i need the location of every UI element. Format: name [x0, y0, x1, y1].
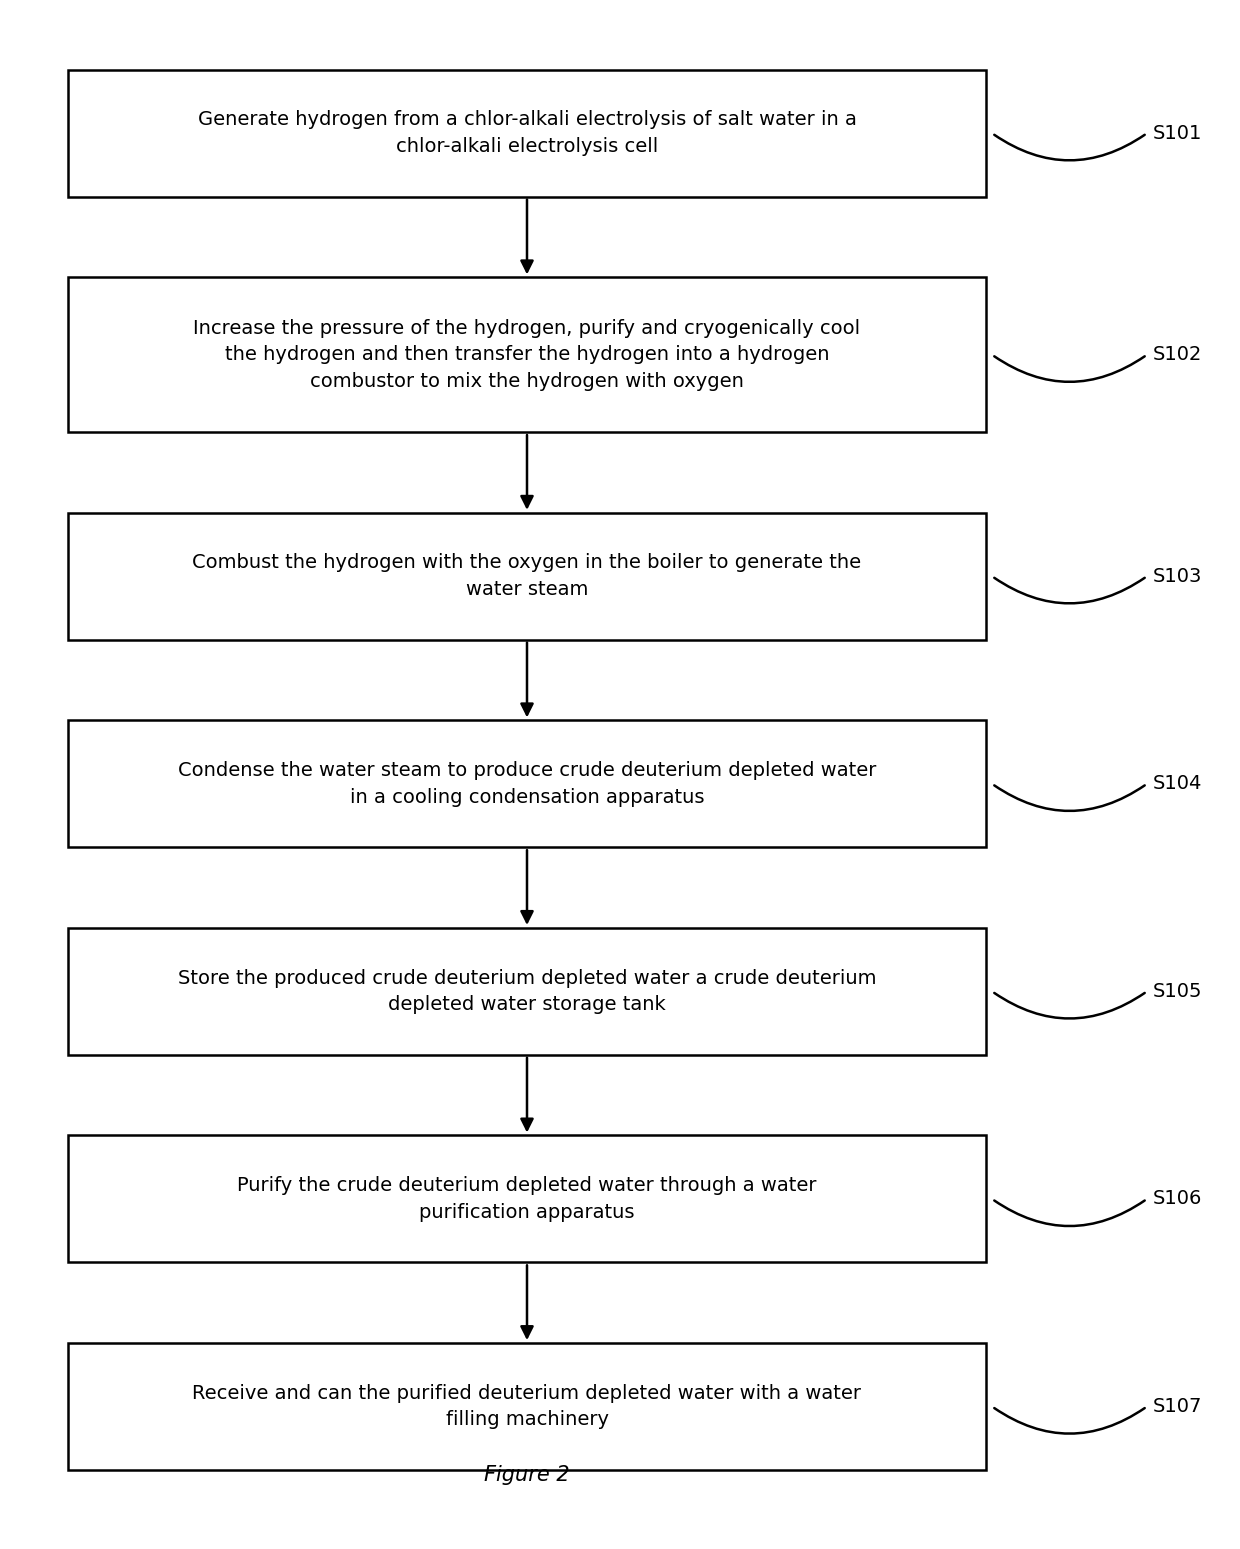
- Text: S106: S106: [1153, 1190, 1203, 1208]
- Text: Purify the crude deuterium depleted water through a water
purification apparatus: Purify the crude deuterium depleted wate…: [237, 1176, 817, 1222]
- Text: Increase the pressure of the hydrogen, purify and cryogenically cool
the hydroge: Increase the pressure of the hydrogen, p…: [193, 319, 861, 390]
- Bar: [68, 720, 986, 847]
- Text: Generate hydrogen from a chlor-alkali electrolysis of salt water in a
chlor-alka: Generate hydrogen from a chlor-alkali el…: [197, 110, 857, 156]
- Bar: [68, 1135, 986, 1262]
- Text: S105: S105: [1153, 982, 1203, 1001]
- Text: S104: S104: [1153, 774, 1203, 793]
- Text: Condense the water steam to produce crude deuterium depleted water
in a cooling : Condense the water steam to produce crud…: [177, 761, 877, 807]
- Bar: [68, 928, 986, 1055]
- Text: S107: S107: [1153, 1397, 1203, 1416]
- Bar: [68, 1343, 986, 1470]
- Text: Figure 2: Figure 2: [484, 1465, 570, 1484]
- Text: Receive and can the purified deuterium depleted water with a water
filling machi: Receive and can the purified deuterium d…: [192, 1383, 862, 1430]
- Bar: [68, 70, 986, 197]
- Text: S102: S102: [1153, 345, 1203, 364]
- Text: Store the produced crude deuterium depleted water a crude deuterium
depleted wat: Store the produced crude deuterium deple…: [177, 968, 877, 1015]
- Text: S101: S101: [1153, 124, 1203, 143]
- Bar: [68, 277, 986, 432]
- Text: Combust the hydrogen with the oxygen in the boiler to generate the
water steam: Combust the hydrogen with the oxygen in …: [192, 553, 862, 599]
- Bar: [68, 513, 986, 640]
- Text: S103: S103: [1153, 567, 1203, 586]
